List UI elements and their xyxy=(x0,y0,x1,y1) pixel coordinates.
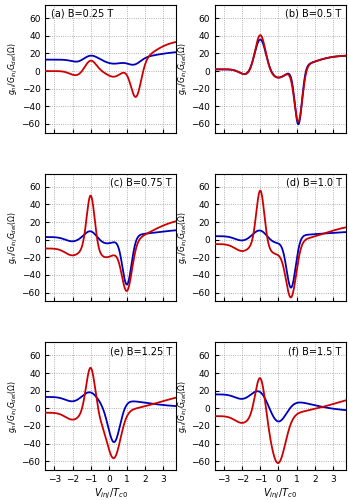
Y-axis label: $g_{nl}/G_{inj}G_{det}(\Omega)$: $g_{nl}/G_{inj}G_{det}(\Omega)$ xyxy=(177,211,190,264)
Text: (e) B=1.25 T: (e) B=1.25 T xyxy=(110,346,172,356)
X-axis label: $V_{inj}/T_{c0}$: $V_{inj}/T_{c0}$ xyxy=(263,486,297,500)
Text: (f) B=1.5 T: (f) B=1.5 T xyxy=(288,346,342,356)
Text: (c) B=0.75 T: (c) B=0.75 T xyxy=(110,178,172,188)
Y-axis label: $g_{nl}/G_{inj}G_{det}(\Omega)$: $g_{nl}/G_{inj}G_{det}(\Omega)$ xyxy=(177,380,190,432)
Text: (b) B=0.5 T: (b) B=0.5 T xyxy=(285,9,342,19)
Text: (a) B=0.25 T: (a) B=0.25 T xyxy=(51,9,113,19)
X-axis label: $V_{inj}/T_{c0}$: $V_{inj}/T_{c0}$ xyxy=(94,486,128,500)
Y-axis label: $g_{nl}/G_{inj}G_{det}(\Omega)$: $g_{nl}/G_{inj}G_{det}(\Omega)$ xyxy=(7,211,20,264)
Y-axis label: $g_{nl}/G_{inj}G_{det}(\Omega)$: $g_{nl}/G_{inj}G_{det}(\Omega)$ xyxy=(7,380,20,432)
Y-axis label: $g_{nl}/G_{inj}G_{det}(\Omega)$: $g_{nl}/G_{inj}G_{det}(\Omega)$ xyxy=(177,42,190,96)
Text: (d) B=1.0 T: (d) B=1.0 T xyxy=(285,178,342,188)
Y-axis label: $g_{nl}/G_{inj}G_{det}(\Omega)$: $g_{nl}/G_{inj}G_{det}(\Omega)$ xyxy=(7,42,20,96)
